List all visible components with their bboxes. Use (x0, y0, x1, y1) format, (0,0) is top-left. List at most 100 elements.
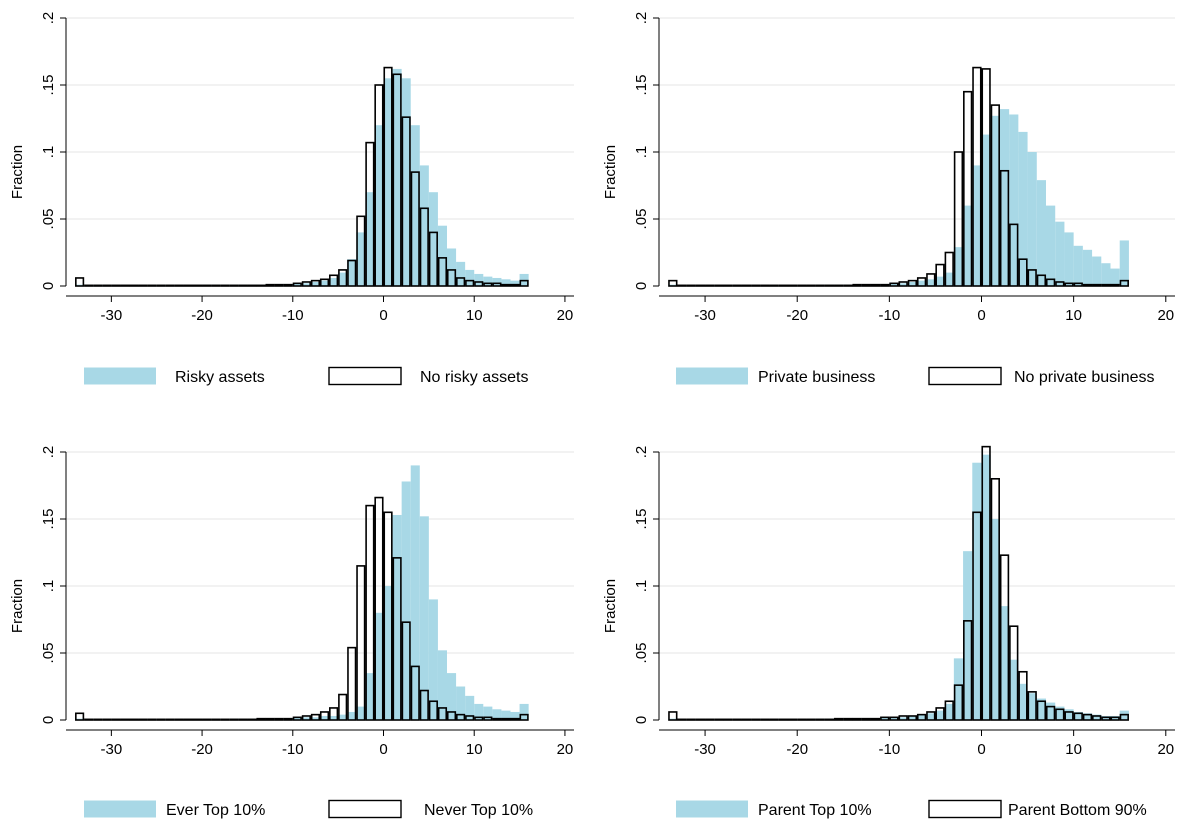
legend: Parent Top 10% Parent Bottom 90% (676, 799, 1147, 819)
y-tick-label: .1 (40, 580, 57, 593)
bar-filled (935, 710, 945, 720)
bar-filled (338, 714, 348, 720)
bar-outline (383, 66, 393, 287)
y-tick-label: .2 (40, 12, 57, 25)
bar-filled (465, 695, 475, 720)
bar-outline (1082, 283, 1093, 287)
bar-outline (953, 151, 964, 287)
bar-outline (329, 707, 339, 721)
bar-outline (120, 718, 130, 721)
bar-outline (129, 284, 139, 287)
bar-outline (815, 284, 825, 287)
bar-outline (806, 284, 816, 287)
bar-outline (374, 84, 384, 287)
bar-filled (972, 165, 982, 286)
legend-swatch-filled (676, 367, 748, 385)
bar-outline (778, 284, 789, 287)
bar-outline (401, 621, 411, 721)
bar-outline (437, 257, 448, 287)
bar-outline (446, 711, 457, 721)
bar-outline (84, 718, 94, 721)
bar-outline (220, 284, 230, 287)
bar-outline (723, 718, 733, 721)
histogram-panel-4: 0 .05 .1 .15 .2 -30 -20 -10 0 10 20 Fraction Parent … (602, 446, 1175, 819)
bar-outline (292, 282, 302, 287)
bar-outline (474, 716, 484, 721)
bar-outline (990, 477, 1000, 721)
bar-outline (392, 73, 402, 287)
bar-filled (465, 269, 475, 286)
bar-outline (510, 717, 520, 721)
bar-outline (75, 712, 85, 721)
bar-filled (510, 711, 520, 720)
bar-filled (1036, 180, 1046, 286)
bar-filled (1110, 268, 1120, 286)
bar-outline (347, 646, 357, 721)
bar-outline (437, 707, 448, 721)
bar-outline (102, 284, 112, 287)
bar-outline (501, 283, 511, 287)
bar-outline (229, 718, 239, 721)
bar-outline (1045, 278, 1056, 287)
bar-outline (1119, 713, 1129, 721)
y-tick-label: .05 (40, 209, 57, 230)
bar-filled (474, 273, 484, 286)
bar-outline (732, 284, 742, 287)
bar-filled (365, 192, 375, 286)
legend-label: Ever Top 10% (166, 802, 265, 819)
bar-outline (156, 718, 166, 721)
histogram-panel-1: 0 .05 .1 .15 .2 -30 -20 -10 0 10 20 Fraction Risky a… (9, 12, 574, 386)
bar-outline (519, 279, 529, 287)
bar-outline (492, 282, 502, 287)
x-tick-label: 10 (466, 741, 483, 758)
bar-outline (972, 66, 982, 287)
bar-outline (211, 718, 221, 721)
x-tick-label: -20 (191, 307, 213, 324)
bar-filled (889, 717, 899, 720)
x-tick-label: -10 (879, 307, 901, 324)
bar-outline (1110, 716, 1120, 721)
bar-outline (111, 718, 121, 721)
bar-filled (907, 715, 917, 720)
bar-outline (174, 718, 184, 721)
bar-filled (981, 134, 991, 286)
bar-filled (492, 709, 502, 720)
bar-filled (347, 711, 357, 720)
bar-filled (898, 717, 908, 720)
bar-outline (365, 141, 375, 287)
bar-filled (483, 276, 493, 286)
bar-outline (192, 284, 203, 287)
bar-filled (1119, 240, 1129, 286)
bar-outline (120, 284, 130, 287)
bar-outline (374, 496, 384, 721)
x-tick-label: 10 (1065, 307, 1082, 324)
bar-outline (84, 284, 94, 287)
bar-outline (102, 718, 112, 721)
bar-outline (705, 284, 715, 287)
bar-filled (356, 232, 366, 286)
x-tick-label: -30 (694, 307, 716, 324)
bar-outline (916, 713, 927, 721)
bar-outline (410, 171, 420, 287)
bar-filled (329, 277, 339, 286)
bar-filled (419, 165, 429, 286)
bar-filled (401, 481, 411, 720)
bar-filled (1018, 683, 1028, 720)
bar-outline (465, 715, 475, 721)
bar-outline (714, 284, 724, 287)
bar-filled (963, 205, 973, 286)
bar-filled (292, 283, 302, 286)
bar-filled (410, 125, 420, 286)
bar-outline (310, 279, 321, 287)
bar-outline (1064, 282, 1074, 287)
bar-outline (935, 263, 945, 287)
bar-outline (1027, 691, 1037, 721)
y-tick-label: .15 (40, 509, 57, 530)
bar-outline (419, 207, 429, 287)
bar-filled (365, 673, 375, 720)
bar-outline (456, 277, 466, 287)
bar-outline (501, 717, 511, 721)
bar-outline (483, 716, 493, 721)
legend-label: Parent Top 10% (758, 802, 872, 819)
bar-outline (907, 715, 918, 721)
